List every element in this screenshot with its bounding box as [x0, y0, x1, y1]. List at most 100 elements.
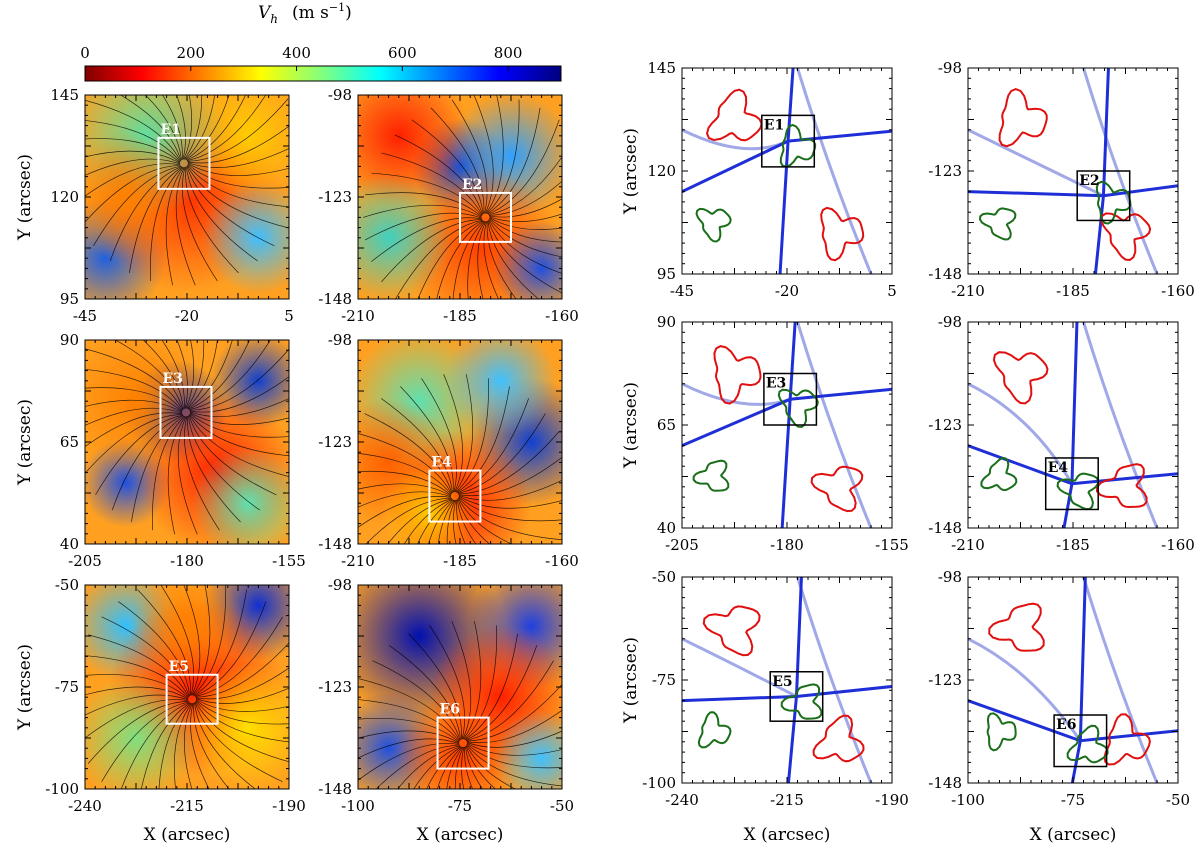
streamline	[464, 633, 518, 740]
y-axis-title: Y (arcsec)	[15, 644, 35, 731]
streamline	[194, 702, 256, 789]
event-box	[459, 191, 512, 243]
y-tick-label: 95	[60, 290, 79, 308]
faint-lane	[1082, 577, 1159, 783]
x-tick-label: -210	[341, 552, 375, 570]
x-tick-label: -185	[443, 552, 477, 570]
event-label: E2	[462, 177, 482, 193]
contour-map	[682, 322, 892, 528]
streamline	[380, 398, 453, 493]
streamline	[456, 499, 477, 544]
streamline	[381, 152, 483, 216]
streamline	[371, 172, 483, 217]
streamline	[395, 219, 483, 299]
negative-contour	[697, 711, 732, 749]
x-tick-label: -215	[170, 797, 204, 815]
streamline	[465, 746, 484, 789]
y-tick-label: 40	[657, 519, 676, 537]
streamline	[458, 479, 562, 501]
contour-panel-e5: E5 -50 -75 -100-240 -215 -190	[642, 568, 909, 809]
event-box	[1044, 457, 1099, 511]
streamline	[486, 99, 520, 214]
streamline	[87, 700, 189, 764]
y-tick-label: -123	[318, 188, 352, 206]
event-label: E3	[162, 371, 182, 387]
streamline	[358, 491, 452, 508]
y-tick-label: 40	[60, 535, 79, 553]
streamline	[375, 744, 460, 789]
streamline	[428, 499, 455, 544]
streamline	[175, 167, 196, 286]
positive-contour	[998, 88, 1048, 148]
streamline	[187, 164, 289, 208]
event-label: E2	[1079, 173, 1099, 189]
streamline	[131, 415, 185, 523]
streamline	[174, 703, 193, 789]
colorbar-label: Vh (m s−1)	[258, 1, 352, 26]
streamline	[457, 413, 546, 494]
streamline	[188, 340, 250, 410]
faint-lane	[968, 637, 1082, 742]
streamline	[195, 667, 289, 700]
streamline	[85, 694, 189, 716]
streamline	[358, 678, 460, 742]
main-lane	[1070, 577, 1087, 783]
positive-contour	[1103, 713, 1151, 766]
streamline	[451, 621, 472, 740]
streamline	[142, 340, 184, 410]
streamline	[162, 95, 183, 160]
streamline	[195, 698, 289, 712]
streamline	[85, 368, 183, 412]
y-tick-label: -148	[318, 780, 352, 798]
streamline	[358, 717, 460, 743]
x-tick-label: -75	[1061, 791, 1085, 809]
colorbar-tick-label: 0	[80, 44, 90, 62]
streamline	[85, 407, 183, 426]
streamline	[184, 95, 216, 160]
streamline	[457, 498, 513, 544]
x-tick-label: -180	[770, 536, 804, 554]
streamline	[85, 99, 181, 162]
x-tick-label: -205	[68, 552, 102, 570]
streamline	[194, 616, 283, 697]
velocity-map	[85, 340, 289, 544]
streamline	[111, 415, 184, 511]
colorbar-tick-label: 400	[282, 44, 311, 62]
y-tick-label: -98	[328, 331, 352, 349]
streamline	[195, 701, 289, 763]
streamline	[188, 415, 277, 496]
streamline	[466, 743, 562, 769]
x-axis-title: X (arcsec)	[1030, 825, 1117, 845]
streamline	[488, 156, 562, 216]
streamline	[429, 625, 465, 740]
streamline	[458, 431, 560, 495]
streamline	[188, 415, 260, 511]
velocity-blob	[85, 133, 190, 261]
positive-contour	[1095, 463, 1148, 509]
streamline	[95, 414, 184, 496]
streamline	[456, 386, 510, 493]
streamline	[411, 119, 484, 215]
streamline	[358, 483, 452, 497]
streamline	[463, 621, 482, 740]
negative-contour	[978, 207, 1017, 241]
streamline	[400, 386, 454, 493]
streamline	[358, 496, 452, 528]
streamline	[184, 703, 193, 789]
y-tick-label: -148	[928, 774, 962, 792]
velocity-blob	[493, 220, 562, 299]
velocity-blob	[493, 710, 562, 789]
x-tick-label: -240	[665, 791, 699, 809]
y-axis-title: Y (arcsec)	[621, 128, 641, 215]
streamline	[358, 730, 460, 744]
y-axis-title: Y (arcsec)	[621, 637, 641, 724]
streamline	[176, 95, 186, 160]
velocity-panel-e1: E1 145 120 95-45 -20 5	[50, 86, 293, 325]
contour-panel-e6: E6 -98 -123 -148-100 -75 -50	[928, 568, 1190, 809]
event-box	[769, 671, 824, 722]
colorbar-tick-label: 600	[388, 44, 417, 62]
streamline	[464, 746, 473, 789]
